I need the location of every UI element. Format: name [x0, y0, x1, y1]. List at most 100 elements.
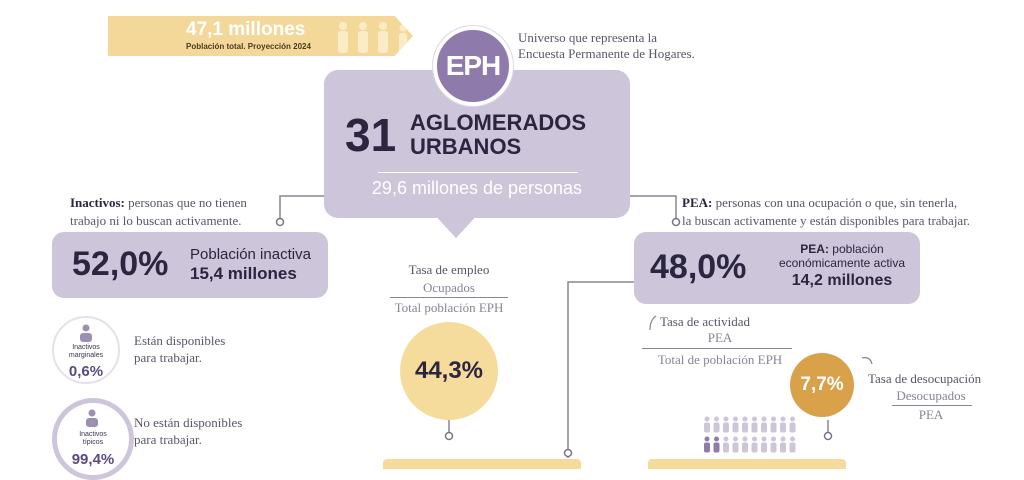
- typical-label-line2: típicos: [82, 439, 104, 446]
- employment-denominator: Total población EPH: [394, 300, 504, 315]
- person-head: [752, 416, 757, 422]
- population-caption: Población total. Proyección 2024: [186, 42, 311, 51]
- person-head: [780, 416, 786, 422]
- activity-denominator: Total de población EPH: [657, 352, 783, 367]
- person-head: [723, 436, 729, 442]
- person-head: [714, 416, 719, 422]
- agglomerates-number: 31: [345, 109, 397, 161]
- inactive-def-line2: trabajo ni lo buscan activamente.: [70, 213, 242, 228]
- person-body: [704, 442, 710, 453]
- eph-badge: EPH: [433, 26, 513, 106]
- person-head: [790, 416, 795, 422]
- person-head: [761, 416, 767, 422]
- pea-percent: 48,0%: [650, 248, 747, 286]
- population-value: 47,1 millones: [186, 19, 306, 40]
- unemployment-rate-value: 7,7%: [800, 374, 844, 395]
- employment-rate-title: Tasa de empleo: [408, 262, 490, 277]
- pea-label-rest: población: [828, 242, 884, 256]
- person-head: [723, 416, 729, 422]
- person-head: [780, 436, 786, 442]
- bottom-panel-right: [648, 459, 846, 469]
- eph-desc-line2: Encuesta Permanente de Hogares.: [518, 46, 695, 61]
- employment-numerator: Ocupados: [423, 280, 475, 295]
- marginal-label: Inactivos marginales: [54, 344, 118, 360]
- marginal-inactive-circle: Inactivos marginales 0,6%: [52, 316, 120, 384]
- pea-definition: PEA: personas con una ocupación o que, s…: [682, 194, 1002, 230]
- typical-percent: 99,4%: [71, 451, 115, 468]
- person-head: [771, 416, 776, 422]
- person-body: [751, 422, 758, 433]
- people-grid-icon: [704, 416, 796, 453]
- person-icon: [80, 324, 92, 342]
- typical-label: Inactivos típicos: [57, 431, 129, 447]
- person-head: [704, 436, 710, 442]
- eph-badge-text: EPH: [445, 50, 502, 81]
- person-head: [771, 436, 776, 442]
- person-body: [751, 442, 758, 453]
- marginal-label-line2: marginales: [68, 352, 104, 359]
- pea-def-rest: personas con una ocupación o que, sin te…: [712, 195, 958, 210]
- person-body: [789, 442, 796, 453]
- activity-fraction-line: [642, 348, 792, 349]
- eph-description: Universo que representa la Encuesta Perm…: [518, 30, 718, 62]
- unemployment-rate-circle: 7,7%: [790, 353, 854, 417]
- inactive-percent: 52,0%: [72, 245, 169, 283]
- pea-label-term: PEA:: [800, 242, 829, 256]
- population-banner: 47,1 millones Población total. Proyecció…: [108, 16, 413, 56]
- unemployment-denominator: PEA: [918, 407, 944, 422]
- marginal-description: Están disponibles para trabajar.: [134, 332, 225, 366]
- person-body: [704, 422, 710, 433]
- pea-label-line2: económicamente activa: [778, 256, 906, 270]
- connector-lines: [275, 195, 873, 458]
- pea-def-line2: la buscan activamente y están disponible…: [682, 213, 971, 228]
- person-body: [723, 442, 729, 453]
- agglomerates-label-line2: URBANOS: [410, 134, 522, 159]
- inactive-panel: [52, 232, 328, 298]
- person-body: [723, 422, 729, 433]
- typical-inactive-circle: Inactivos típicos 99,4%: [52, 398, 134, 480]
- eph-desc-line1: Universo que representa la: [518, 30, 657, 45]
- typical-text-line2: para trabajar.: [134, 432, 202, 447]
- person-body: [761, 442, 767, 453]
- typical-text-line1: No están disponibles: [134, 415, 243, 430]
- typical-label-line1: Inactivos: [79, 431, 107, 438]
- marginal-text-line1: Están disponibles: [134, 333, 226, 348]
- inactive-def-rest: personas que no tienen: [124, 195, 247, 210]
- person-head: [733, 436, 738, 442]
- inactive-label: Población inactiva: [190, 246, 311, 263]
- unemployment-fraction-line: [892, 405, 972, 406]
- person-body: [713, 422, 720, 433]
- person-head: [714, 436, 719, 442]
- person-body: [789, 422, 796, 433]
- activity-numerator: PEA: [707, 330, 733, 345]
- agglomerates-label: AGLOMERADOS URBANOS: [410, 111, 586, 159]
- person-body: [742, 422, 748, 433]
- pea-term: PEA:: [682, 195, 713, 210]
- inactive-value: 15,4 millones: [190, 264, 297, 283]
- employment-rate-value: 44,3%: [414, 357, 484, 384]
- person-body: [770, 442, 777, 453]
- employment-rate-circle: 44,3%: [400, 322, 498, 420]
- marginal-percent: 0,6%: [68, 363, 104, 380]
- pea-value: 14,2 millones: [791, 272, 893, 289]
- person-body: [770, 422, 777, 433]
- person-body: [780, 442, 786, 453]
- person-head: [752, 436, 757, 442]
- pea-label: PEA: población económicamente activa: [772, 242, 912, 270]
- panel-divider: [378, 172, 578, 173]
- person-body: [742, 442, 748, 453]
- person-head: [761, 436, 767, 442]
- panel-pointer: [430, 210, 482, 238]
- inactive-term: Inactivos:: [70, 195, 125, 210]
- persons-count: 29,6 millones de personas: [371, 178, 583, 198]
- person-body: [761, 422, 767, 433]
- person-head: [733, 416, 738, 422]
- person-head: [790, 436, 795, 442]
- inactive-definition: Inactivos: personas que no tienen trabaj…: [70, 194, 295, 230]
- unemployment-numerator: Desocupados: [896, 388, 966, 403]
- marginal-label-line1: Inactivos: [72, 344, 100, 351]
- unemployment-rate-title: Tasa de desocupación: [868, 371, 982, 386]
- bottom-panel-left: [383, 459, 581, 469]
- person-body: [732, 422, 739, 433]
- marginal-text-line2: para trabajar.: [134, 350, 202, 365]
